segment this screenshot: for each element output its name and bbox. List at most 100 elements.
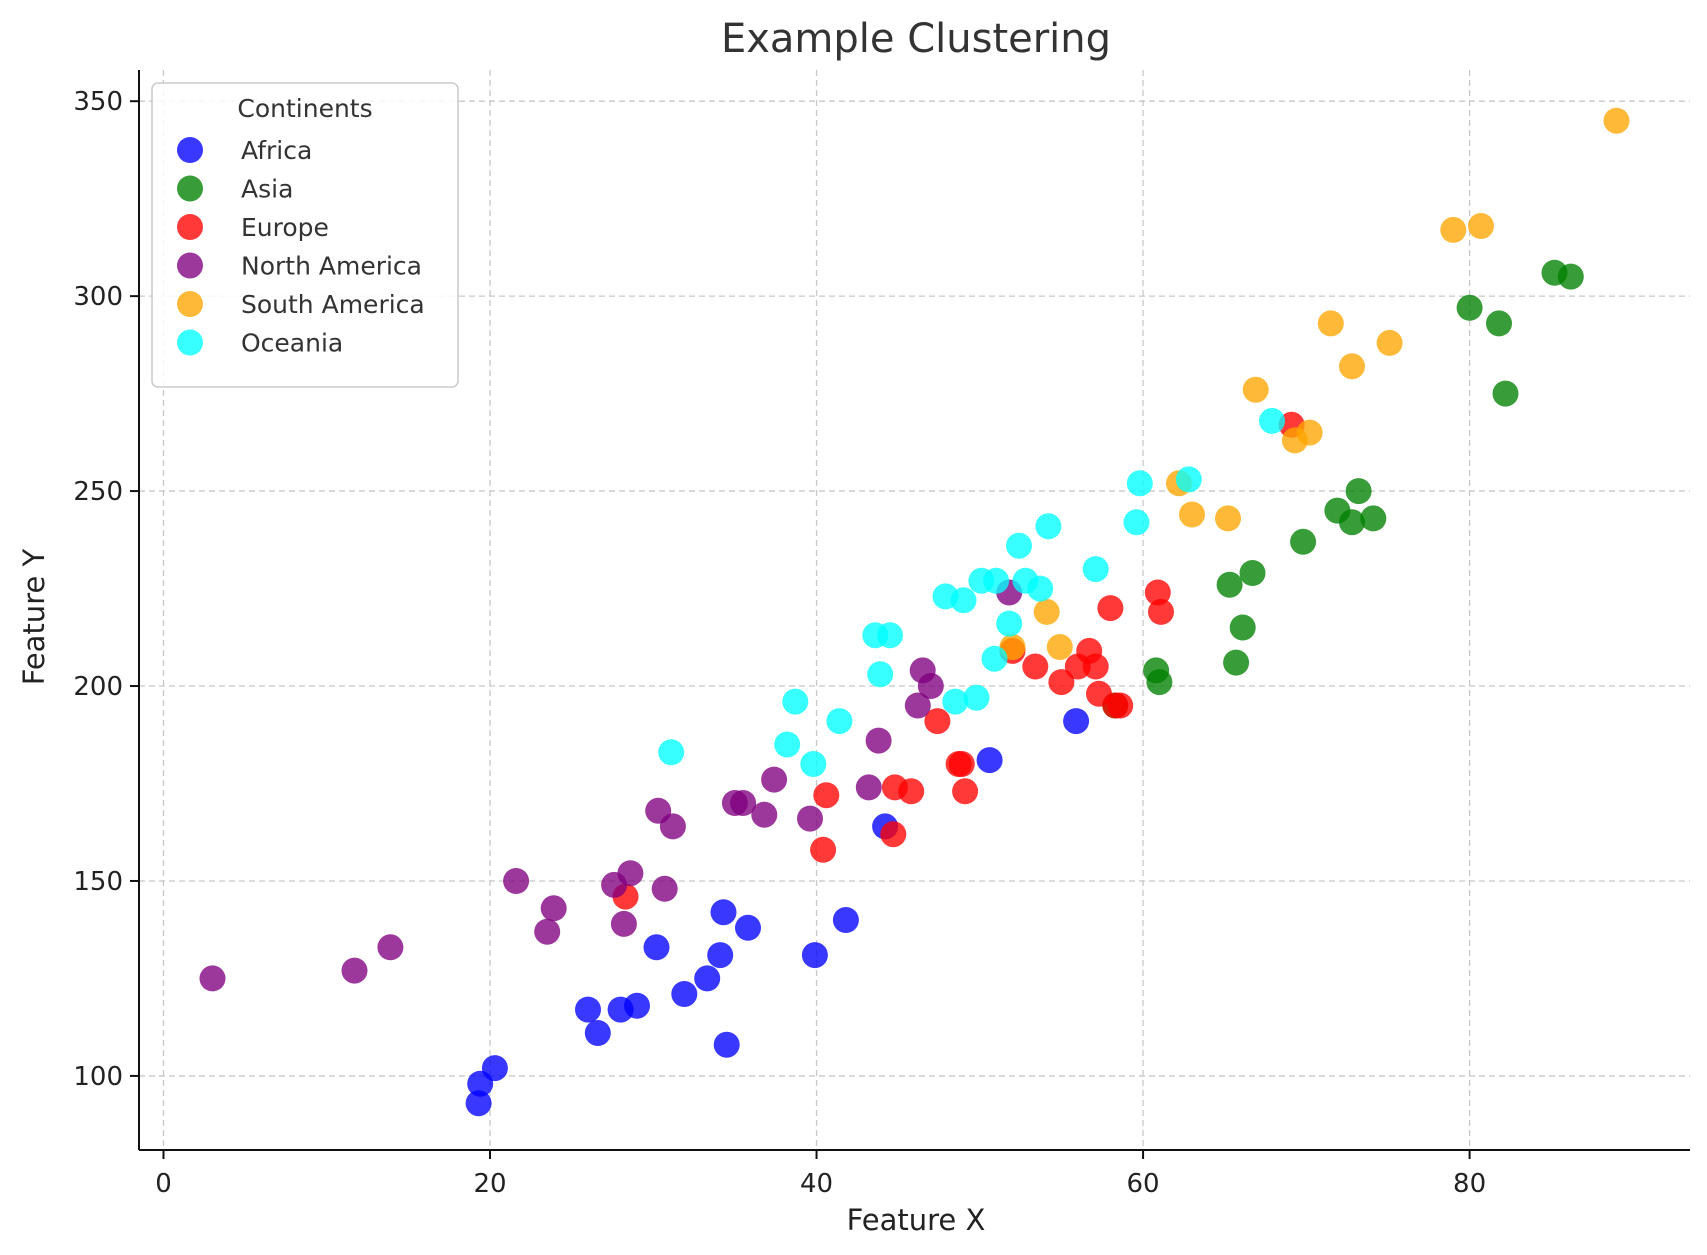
data-point-africa (643, 934, 670, 961)
x-tick-label: 60 (1127, 1169, 1160, 1199)
data-point-europe (948, 751, 975, 777)
legend-marker-africa (177, 137, 203, 163)
data-point-europe (1082, 653, 1109, 680)
data-point-oceania (996, 610, 1023, 637)
data-point-north-america (659, 813, 686, 840)
legend-label-north-america: North America (241, 252, 422, 281)
y-tick-label: 100 (73, 1062, 123, 1092)
data-point-oceania (950, 587, 977, 614)
legend-marker-europe (177, 214, 203, 240)
data-point-north-america (540, 895, 567, 922)
data-point-asia (1557, 263, 1584, 290)
data-point-oceania (1027, 575, 1054, 602)
data-point-asia (1456, 294, 1483, 321)
y-tick-label: 350 (73, 87, 123, 117)
data-point-north-america (377, 934, 404, 961)
data-point-asia (1216, 571, 1243, 598)
data-point-africa (832, 907, 859, 933)
data-point-south-america (1603, 107, 1630, 134)
data-point-south-america (1376, 329, 1403, 356)
data-point-asia (1345, 478, 1372, 505)
data-point-europe (952, 778, 979, 805)
data-point-europe (1048, 669, 1075, 696)
data-point-europe (880, 821, 907, 848)
data-point-africa (713, 1031, 740, 1058)
data-point-africa (707, 942, 734, 969)
data-point-south-america (1033, 598, 1060, 625)
data-point-north-america (199, 965, 226, 992)
data-point-africa (465, 1090, 492, 1117)
data-point-south-america (1046, 634, 1073, 660)
data-point-oceania (942, 688, 969, 715)
data-point-south-america (1215, 505, 1241, 532)
data-point-north-america (797, 805, 823, 832)
data-point-europe (813, 782, 840, 809)
data-point-africa (481, 1055, 508, 1082)
data-point-south-america (1317, 310, 1344, 337)
legend-label-europe: Europe (241, 213, 329, 242)
data-point-oceania (1126, 470, 1153, 497)
legend-label-africa: Africa (241, 136, 312, 165)
data-point-oceania (1123, 509, 1150, 536)
data-point-north-america (855, 774, 882, 801)
data-point-oceania (774, 731, 801, 758)
data-point-europe (810, 836, 837, 863)
y-tick-label: 150 (73, 867, 123, 897)
legend-marker-oceania (177, 329, 203, 356)
legend-box (151, 82, 459, 388)
data-point-africa (624, 992, 650, 1019)
data-point-oceania (963, 684, 990, 711)
data-point-oceania (1006, 532, 1032, 559)
data-point-north-america (730, 790, 757, 816)
data-point-north-america (534, 918, 561, 945)
data-point-africa (584, 1020, 611, 1046)
data-point-north-america (341, 957, 368, 984)
y-tick-label: 200 (73, 672, 123, 702)
y-tick-label: 300 (73, 282, 123, 312)
legend-items: Africa Asia Europe North America South Ameri… (177, 136, 425, 358)
data-point-south-america (1440, 216, 1467, 243)
data-point-asia (1229, 614, 1256, 641)
y-tick-label: 250 (73, 477, 123, 507)
data-point-north-america (865, 727, 892, 754)
data-point-oceania (1035, 513, 1062, 540)
data-point-africa (694, 965, 721, 992)
data-point-oceania (782, 688, 809, 715)
data-point-africa (710, 899, 737, 926)
chart-title: Example Clustering (721, 16, 1111, 62)
data-points (199, 107, 1630, 1117)
data-point-asia (1486, 310, 1512, 337)
data-point-asia (1223, 649, 1250, 676)
data-point-north-america (610, 910, 637, 937)
data-point-north-america (503, 868, 530, 894)
data-point-europe (1148, 598, 1174, 625)
data-point-europe (1144, 579, 1171, 606)
data-point-north-america (751, 801, 778, 828)
data-point-oceania (1259, 407, 1285, 434)
x-tick-label: 40 (800, 1169, 833, 1199)
data-point-south-america (1296, 419, 1323, 446)
data-point-africa (801, 942, 828, 969)
data-point-asia (1339, 509, 1365, 536)
data-point-north-america (917, 673, 944, 699)
legend-label-oceania: Oceania (241, 329, 343, 358)
legend-label-asia: Asia (241, 175, 293, 204)
data-point-oceania (658, 739, 685, 766)
data-point-oceania (983, 567, 1010, 594)
data-point-africa (976, 747, 1003, 774)
data-point-europe (1107, 692, 1134, 719)
grid-lines (139, 70, 1690, 1150)
data-point-oceania (800, 751, 827, 777)
legend: Continents Africa Asia Europe North America… (151, 82, 459, 388)
legend-label-south-america: South America (241, 290, 425, 319)
data-point-oceania (826, 708, 853, 735)
legend-marker-asia (177, 175, 203, 202)
y-axis-title: Feature Y (17, 548, 51, 685)
legend-marker-north-america (177, 252, 203, 279)
data-point-oceania (981, 645, 1008, 672)
x-tick-label: 20 (473, 1169, 506, 1199)
legend-marker-south-america (177, 291, 203, 317)
data-point-africa (735, 914, 761, 941)
data-point-north-america (617, 860, 644, 887)
x-tick-label: 80 (1453, 1169, 1486, 1199)
